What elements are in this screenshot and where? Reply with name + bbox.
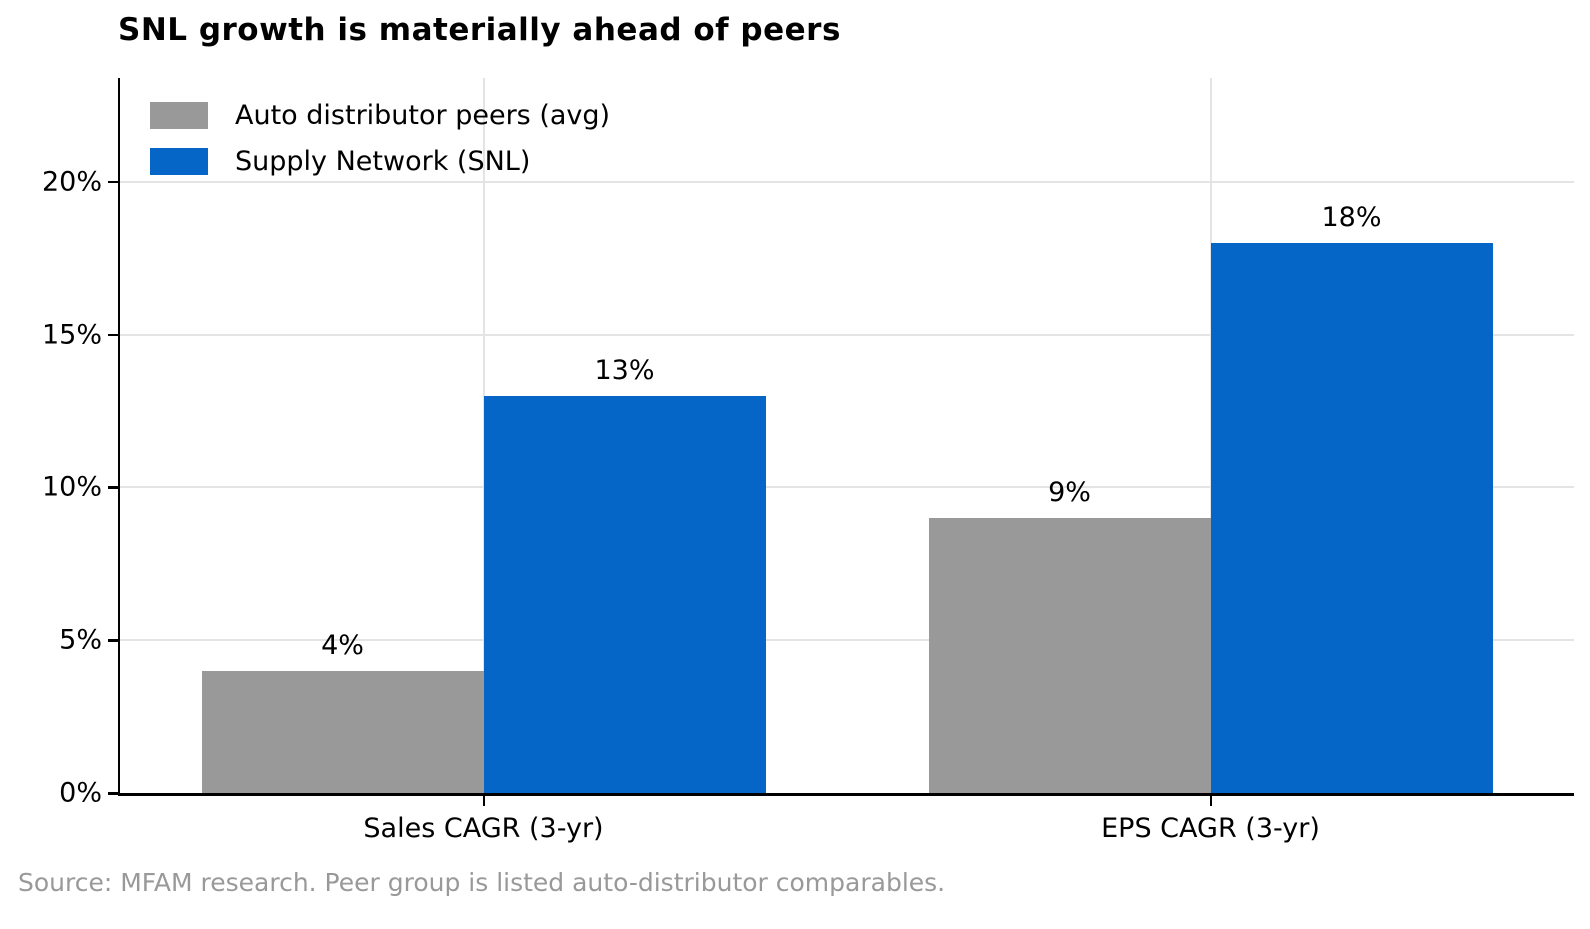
gridline-horizontal [120,333,1574,336]
legend-item-snl: Supply Network (SNL) [150,146,610,177]
y-tick-mark [107,486,118,489]
legend-item-peers: Auto distributor peers (avg) [150,100,610,131]
gridline-horizontal [120,486,1574,489]
y-tick-label: 20% [41,166,102,198]
legend-label-snl: Supply Network (SNL) [235,146,531,177]
y-tick-mark [107,792,118,795]
x-tick-label: EPS CAGR (3-yr) [1101,813,1320,844]
plot-area: Auto distributor peers (avg) Supply Netw… [42,78,1574,844]
bar-value-label-snl-0: 13% [594,354,655,386]
bar-snl-0 [483,395,766,793]
y-tick-label: 10% [41,471,102,503]
y-tick-label: 5% [59,624,102,656]
bar-snl-1 [1210,243,1493,793]
bar-value-label-snl-1: 18% [1321,202,1382,233]
x-tick-mark [1209,796,1212,806]
bar-peers-1 [928,518,1211,793]
legend-swatch-peers [150,102,208,129]
source-note: Source: MFAM research. Peer group is lis… [18,868,946,897]
y-tick-mark [107,333,118,337]
legend-swatch-snl [150,148,208,175]
bar-value-label-peers-0: 4% [321,629,364,661]
bar-peers-0 [201,670,484,793]
y-tick-label: 0% [59,777,102,809]
x-tick-mark [482,796,485,806]
legend-label-peers: Auto distributor peers (avg) [235,100,611,131]
x-tick-label: Sales CAGR (3-yr) [363,813,604,844]
bar-value-label-peers-1: 9% [1048,477,1091,508]
chart-title: SNL growth is materially ahead of peers [118,12,841,48]
legend: Auto distributor peers (avg) Supply Netw… [150,100,610,192]
y-tick-mark [107,180,118,184]
gridline-horizontal [120,639,1574,642]
gridline-horizontal [120,180,1574,183]
y-tick-mark [107,639,118,642]
y-tick-label: 15% [41,319,102,351]
